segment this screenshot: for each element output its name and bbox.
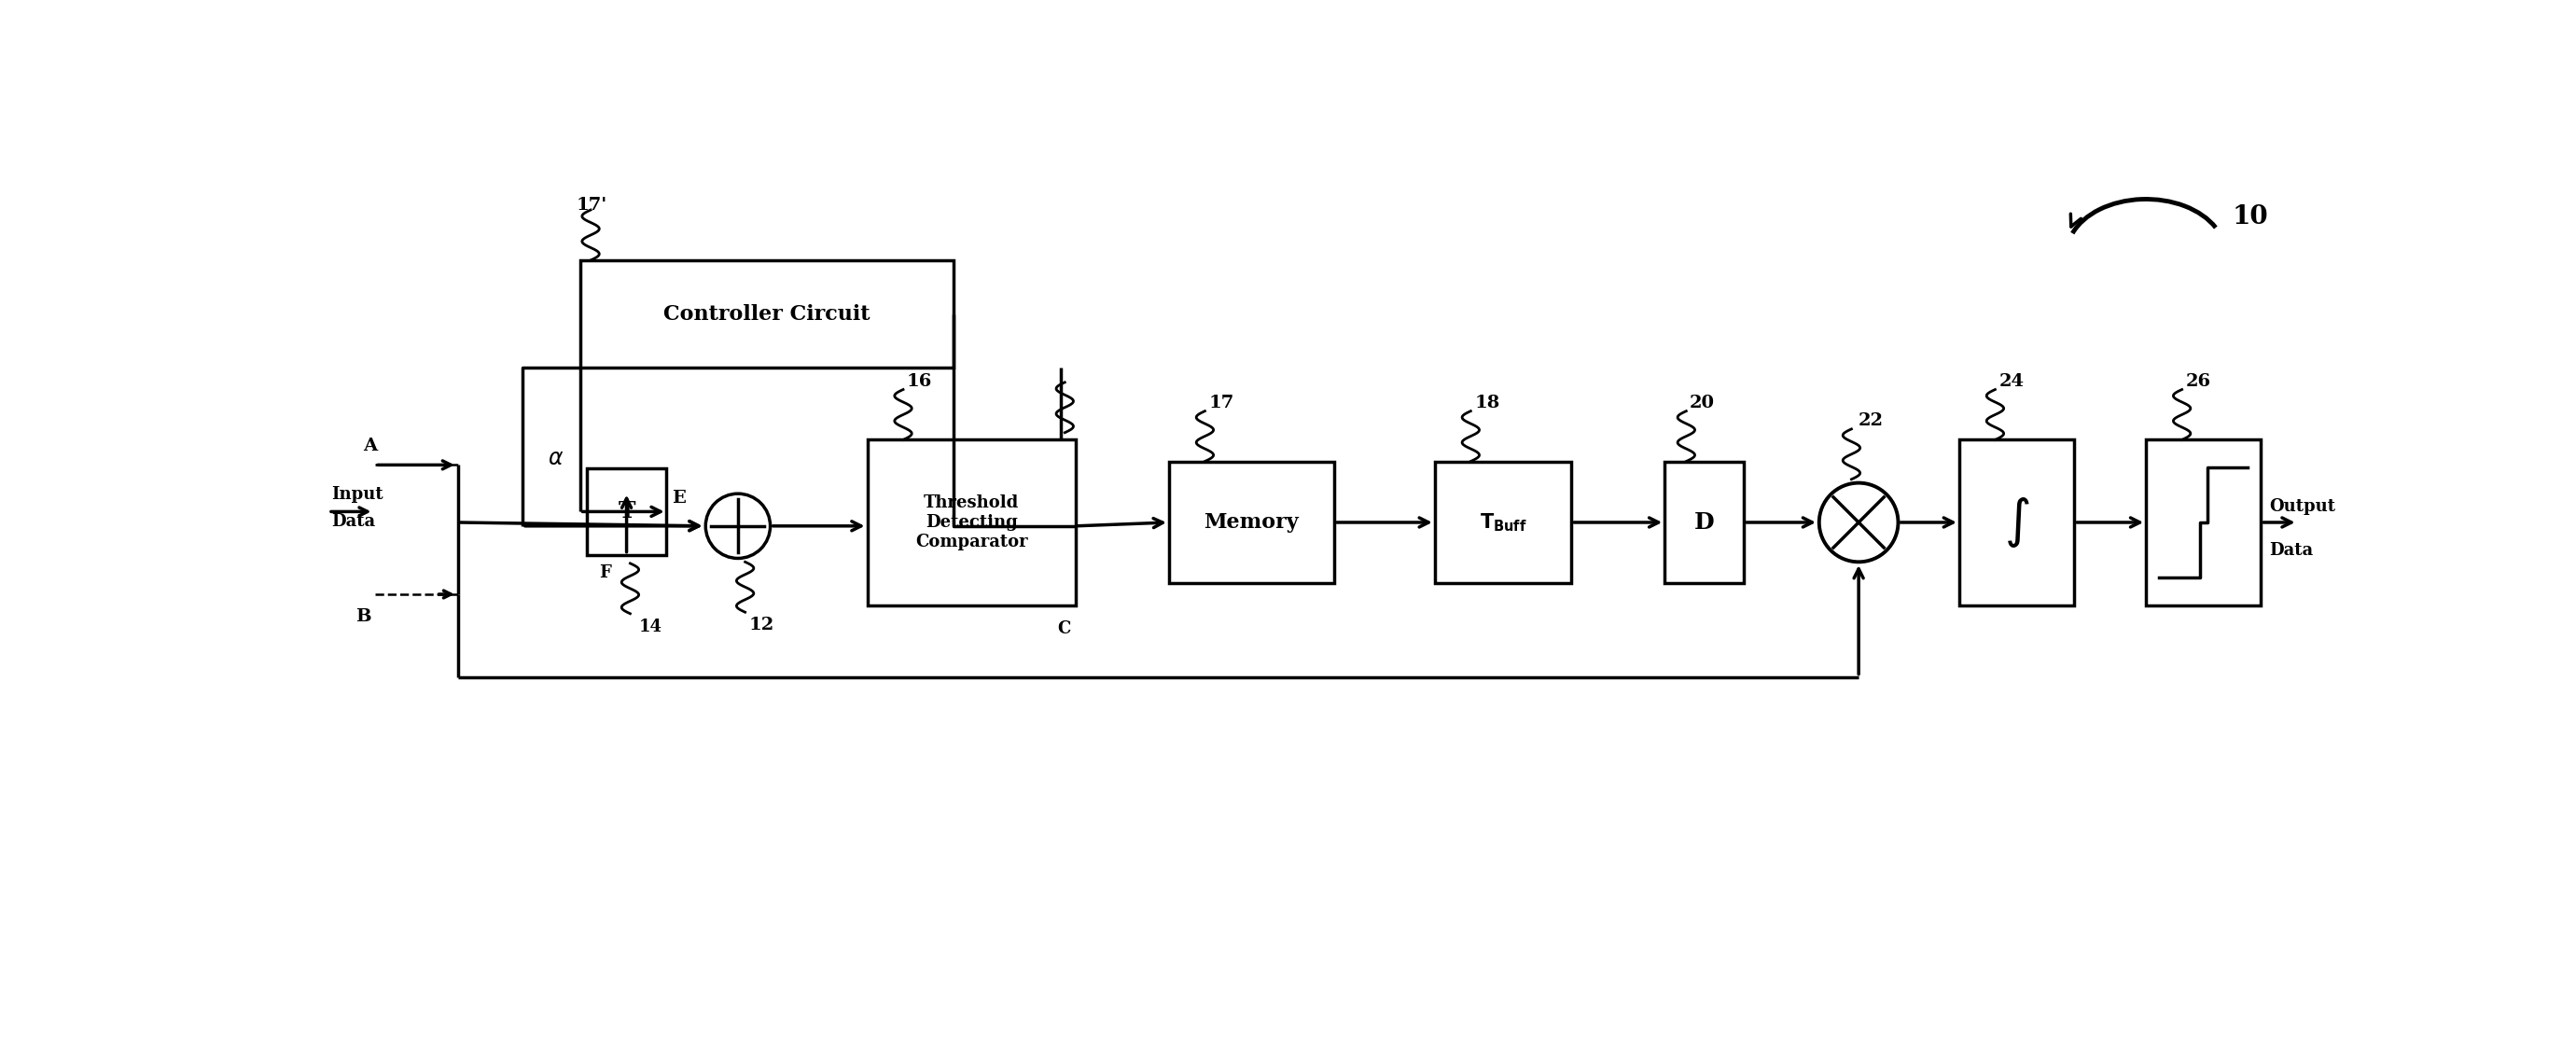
- FancyBboxPatch shape: [1664, 461, 1744, 583]
- Text: T: T: [618, 501, 636, 523]
- Text: F: F: [600, 564, 611, 581]
- FancyBboxPatch shape: [1170, 461, 1334, 583]
- Text: Memory: Memory: [1203, 512, 1298, 533]
- Text: Threshold
Detecting
Comparator: Threshold Detecting Comparator: [914, 494, 1028, 551]
- FancyBboxPatch shape: [1960, 440, 2074, 605]
- Text: 18: 18: [1473, 394, 1499, 411]
- Text: 10: 10: [2233, 204, 2269, 229]
- Text: E: E: [672, 490, 685, 507]
- Text: 17': 17': [577, 197, 608, 214]
- Text: D: D: [1695, 511, 1713, 534]
- Text: $\mathbf{T_{Buff}}$: $\mathbf{T_{Buff}}$: [1479, 511, 1528, 533]
- Circle shape: [706, 493, 770, 558]
- FancyBboxPatch shape: [580, 260, 953, 368]
- Text: 24: 24: [1999, 372, 2025, 390]
- Text: Data: Data: [332, 513, 376, 530]
- Text: $\int$: $\int$: [2004, 495, 2030, 550]
- Text: 20: 20: [1690, 394, 1716, 411]
- Text: Data: Data: [2269, 541, 2313, 558]
- FancyBboxPatch shape: [2146, 440, 2262, 605]
- Text: $\alpha$: $\alpha$: [549, 447, 564, 469]
- FancyBboxPatch shape: [587, 468, 667, 555]
- Text: 16: 16: [907, 372, 933, 390]
- Text: Output: Output: [2269, 499, 2336, 515]
- Text: 22: 22: [1860, 412, 1883, 429]
- Text: 12: 12: [750, 617, 775, 634]
- Text: 14: 14: [639, 618, 662, 635]
- FancyBboxPatch shape: [1435, 461, 1571, 583]
- Text: A: A: [363, 437, 376, 455]
- Text: 17: 17: [1208, 394, 1234, 411]
- Text: Input: Input: [332, 486, 384, 503]
- Text: 26: 26: [2184, 372, 2210, 390]
- Text: C: C: [1059, 621, 1072, 637]
- Text: Controller Circuit: Controller Circuit: [665, 304, 871, 324]
- Circle shape: [1819, 483, 1899, 562]
- Text: B: B: [355, 608, 371, 625]
- FancyBboxPatch shape: [868, 440, 1077, 605]
